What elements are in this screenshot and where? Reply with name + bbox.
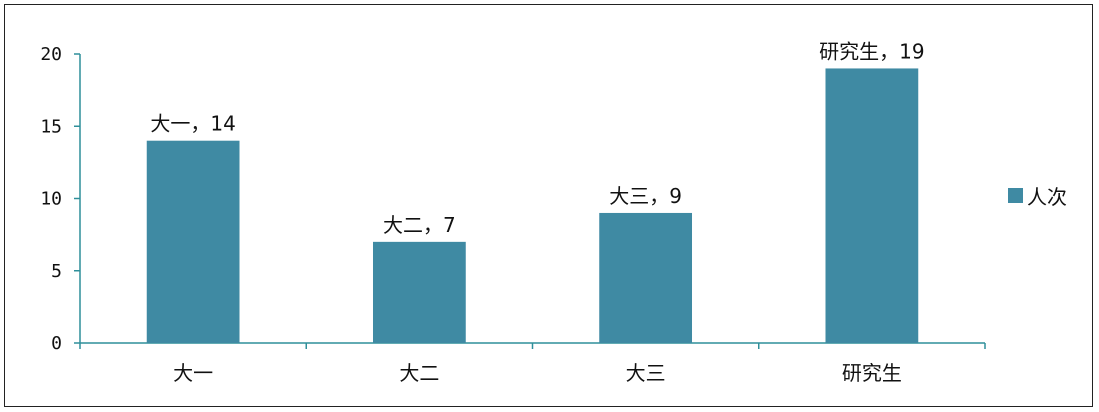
data-label: 研究生，19 [819, 39, 924, 63]
y-tick-label: 5 [51, 261, 62, 282]
y-tick-label: 20 [40, 44, 62, 65]
legend: 人次 [1008, 185, 1067, 209]
bar [146, 140, 240, 343]
x-category-label: 大二 [399, 361, 439, 385]
y-tick-label: 10 [40, 189, 62, 210]
legend-swatch [1008, 188, 1023, 203]
data-label: 大三，9 [609, 184, 682, 208]
legend-label: 人次 [1027, 185, 1067, 209]
x-category-label: 研究生 [842, 361, 902, 385]
y-tick-label: 0 [51, 333, 62, 354]
plot-area: 0 5 10 15 20 大一，14 大一 大二，7 大二 大三，9 大三 研究生，19 研究生 [40, 39, 986, 385]
x-category-label: 大一 [173, 361, 213, 385]
y-tick-label: 15 [40, 116, 62, 137]
x-category-label: 大三 [626, 361, 666, 385]
data-label: 大二，7 [383, 213, 456, 237]
data-label: 大一，14 [150, 112, 235, 136]
bar [372, 241, 466, 343]
bar [825, 68, 919, 343]
bar [599, 212, 693, 343]
